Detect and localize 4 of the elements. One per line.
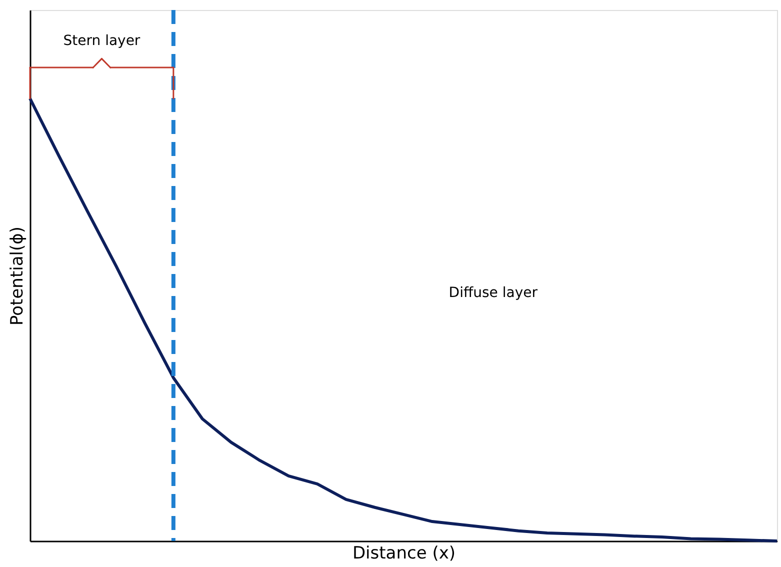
x-axis-title: Distance (x) (352, 544, 456, 564)
text: Stern layer (63, 32, 140, 49)
annotation: Diffuse layer (448, 285, 538, 302)
y-axis-title: Potential(ϕ) (8, 226, 28, 326)
